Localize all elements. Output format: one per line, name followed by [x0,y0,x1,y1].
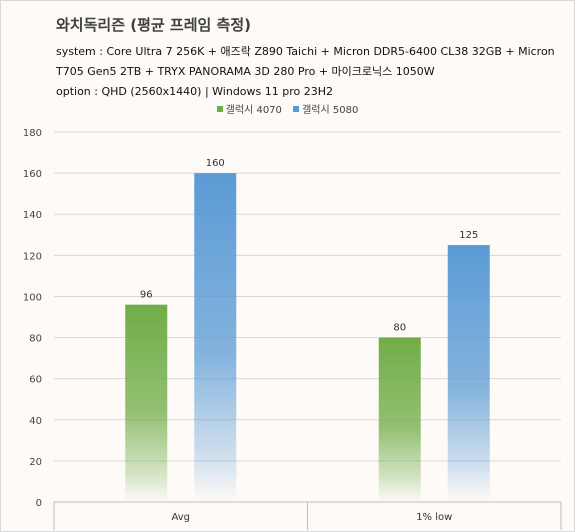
chart-subtitle: system : Core Ultra 7 256K + 애즈락 Z890 Ta… [56,42,555,102]
subtitle-line-option: option : QHD (2560x1440) | Windows 11 pr… [56,85,334,98]
y-tick-label: 140 [23,210,42,221]
y-tick-label: 120 [23,251,42,262]
legend-swatch-series-2 [293,106,300,112]
y-tick-label: 80 [29,334,42,345]
bar [378,337,421,502]
data-label: 96 [140,290,153,301]
bar [447,245,490,503]
subtitle-line-system: system : Core Ultra 7 256K + 애즈락 Z890 Ta… [56,45,555,58]
x-tick-label: 1% low [416,512,452,523]
y-tick-label: 40 [29,416,42,427]
y-tick-label: 100 [23,292,42,303]
bar [194,173,237,502]
legend-item-series-1: 갤럭시 4070 [216,101,282,116]
legend-label-series-1: 갤럭시 4070 [225,105,282,116]
y-tick-label: 0 [36,498,42,509]
x-tick-label: Avg [171,512,190,523]
bar [125,304,168,502]
y-tick-label: 60 [29,375,42,386]
subtitle-line-system-cont: T705 Gen5 2TB + TRYX PANORAMA 3D 280 Pro… [56,65,435,78]
chart-legend: 갤럭시 4070 갤럭시 5080 [0,101,575,116]
data-label: 160 [206,158,225,169]
legend-item-series-2: 갤럭시 5080 [293,101,358,116]
data-label: 80 [393,323,406,334]
y-tick-label: 180 [23,128,42,139]
chart-title: 와치독리즌 (평균 프레임 측정) [56,16,251,34]
y-tick-label: 160 [23,169,42,180]
legend-swatch-series-1 [216,106,223,112]
legend-label-series-2: 갤럭시 5080 [302,105,359,116]
y-tick-label: 20 [29,457,42,468]
data-label: 125 [459,230,478,241]
